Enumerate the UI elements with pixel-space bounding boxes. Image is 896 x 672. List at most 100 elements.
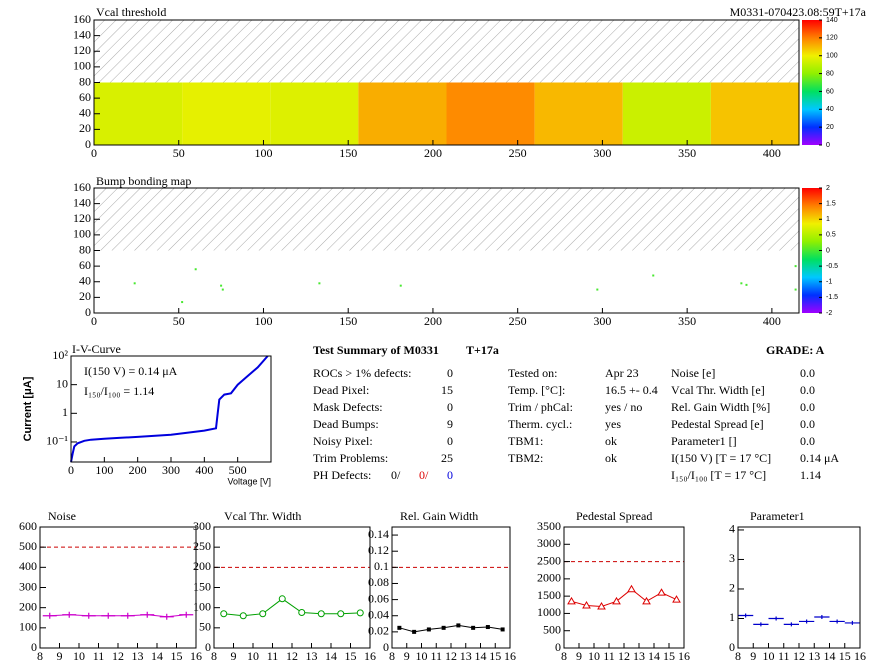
x-tick-label: 250: [509, 314, 527, 328]
condition-value: ok: [605, 434, 617, 448]
y-tick-label: 500: [543, 622, 561, 636]
header-title: M0331-070423.08:59T+17a: [730, 5, 867, 19]
x-tick-label: 14: [325, 649, 337, 663]
marker: [220, 610, 228, 618]
x-tick-label: 9: [750, 649, 756, 663]
x-tick-label: 11: [778, 649, 790, 663]
chart-title: Bump bonding map: [96, 174, 191, 188]
hit-point: [794, 288, 797, 291]
y-tick-label: 20: [79, 121, 91, 135]
chart-title: Vcal Thr. Width: [224, 509, 301, 523]
y-tick-label: 0: [31, 640, 37, 654]
x-tick-label: 0: [91, 314, 97, 328]
condition-value: yes / no: [605, 400, 642, 414]
hit-point: [399, 284, 402, 287]
y-tick-label: 0: [205, 640, 211, 654]
heat-cell: [182, 82, 271, 145]
x-tick-label: 13: [306, 649, 318, 663]
hit-point: [221, 288, 224, 291]
heat-cell: [358, 82, 447, 145]
y-tick-label: 10²: [52, 348, 68, 362]
x-tick-label: 300: [593, 146, 611, 160]
heat-cell: [710, 82, 799, 145]
bin-bar: [844, 620, 860, 625]
marker: [356, 609, 364, 617]
summary-title: Test Summary of M0331: [313, 343, 439, 357]
y-tick-label: 500: [19, 539, 37, 553]
condition-label: Tested on:: [508, 366, 557, 380]
x-tick-label: 12: [793, 649, 805, 663]
hit-point: [220, 284, 223, 287]
x-tick-label: 15: [839, 649, 851, 663]
condition-label: Trim / phCal:: [508, 400, 573, 414]
y-tick-label: 1500: [537, 588, 561, 602]
bin-bar: [738, 613, 754, 618]
x-tick-label: 9: [231, 649, 237, 663]
y-tick-label: 3: [729, 551, 735, 565]
x-tick-label: 10: [73, 649, 85, 663]
y-tick-label: 0.02: [368, 624, 389, 638]
grade: GRADE: A: [766, 343, 825, 357]
marker: [317, 610, 325, 618]
z-tick-label: 2: [826, 185, 830, 192]
x-axis-label: Voltage [V]: [227, 476, 271, 486]
chart-title: Parameter1: [750, 509, 805, 523]
y-tick-label: 4: [729, 522, 735, 536]
marker: [298, 609, 306, 617]
y-tick-label: 1000: [537, 605, 561, 619]
y-tick-label: 600: [19, 519, 37, 533]
x-tick-label: 50: [173, 146, 185, 160]
condition-value: yes: [605, 417, 621, 431]
heat-cell: [622, 82, 711, 145]
x-tick-label: 12: [445, 649, 457, 663]
y-tick-label: 0.1: [374, 559, 389, 573]
series-line: [399, 624, 503, 633]
condition-label: Therm. cycl.:: [508, 417, 572, 431]
chart-title: Noise: [48, 509, 76, 523]
x-tick-label: 14: [824, 649, 836, 663]
y-tick-label: 80: [79, 74, 91, 88]
x-tick-label: 350: [678, 314, 696, 328]
y-tick-label: 50: [199, 620, 211, 634]
y-tick-label: 0: [85, 305, 91, 319]
heat-cell: [446, 82, 535, 145]
x-tick-label: 13: [808, 649, 820, 663]
heat-cell: [94, 82, 183, 145]
result-value: 0.0: [800, 417, 815, 431]
hit-point: [745, 283, 748, 286]
y-tick-label: 0.06: [368, 591, 389, 605]
marker: [412, 629, 417, 634]
chart-title: Pedestal Spread: [576, 509, 652, 523]
x-tick-label: 16: [504, 649, 516, 663]
y-tick-label: 150: [193, 579, 211, 593]
x-tick-label: 14: [648, 649, 660, 663]
result-value: 0.0: [800, 383, 815, 397]
marker: [471, 625, 476, 630]
x-tick-label: 13: [460, 649, 472, 663]
chart-title: Rel. Gain Width: [400, 509, 478, 523]
defect-value: 0: [447, 400, 453, 414]
annotation: I₁₅₀/I₁₀₀ = 1.14: [84, 384, 154, 398]
result-value: 1.14: [800, 468, 821, 482]
result-label: Pedestal Spread [e]: [671, 417, 764, 431]
y-tick-label: 2000: [537, 571, 561, 585]
x-tick-label: 8: [389, 649, 395, 663]
y-tick-label: 400: [19, 559, 37, 573]
x-tick-label: 10: [416, 649, 428, 663]
x-tick-label: 250: [509, 146, 527, 160]
marker: [426, 627, 431, 632]
x-tick-label: 400: [763, 314, 781, 328]
ph-defects-value: 0/: [391, 468, 401, 482]
marker: [612, 596, 621, 605]
marker: [62, 611, 77, 618]
marker: [397, 625, 402, 630]
y-tick-label: 0: [555, 640, 561, 654]
z-tick-label: 40: [826, 106, 834, 113]
condition-label: TBM1:: [508, 434, 543, 448]
marker: [159, 613, 174, 620]
result-label: Rel. Gain Width [%]: [671, 400, 770, 414]
x-tick-label: 150: [339, 314, 357, 328]
bin-bar: [829, 619, 845, 624]
color-bar: [802, 20, 822, 145]
